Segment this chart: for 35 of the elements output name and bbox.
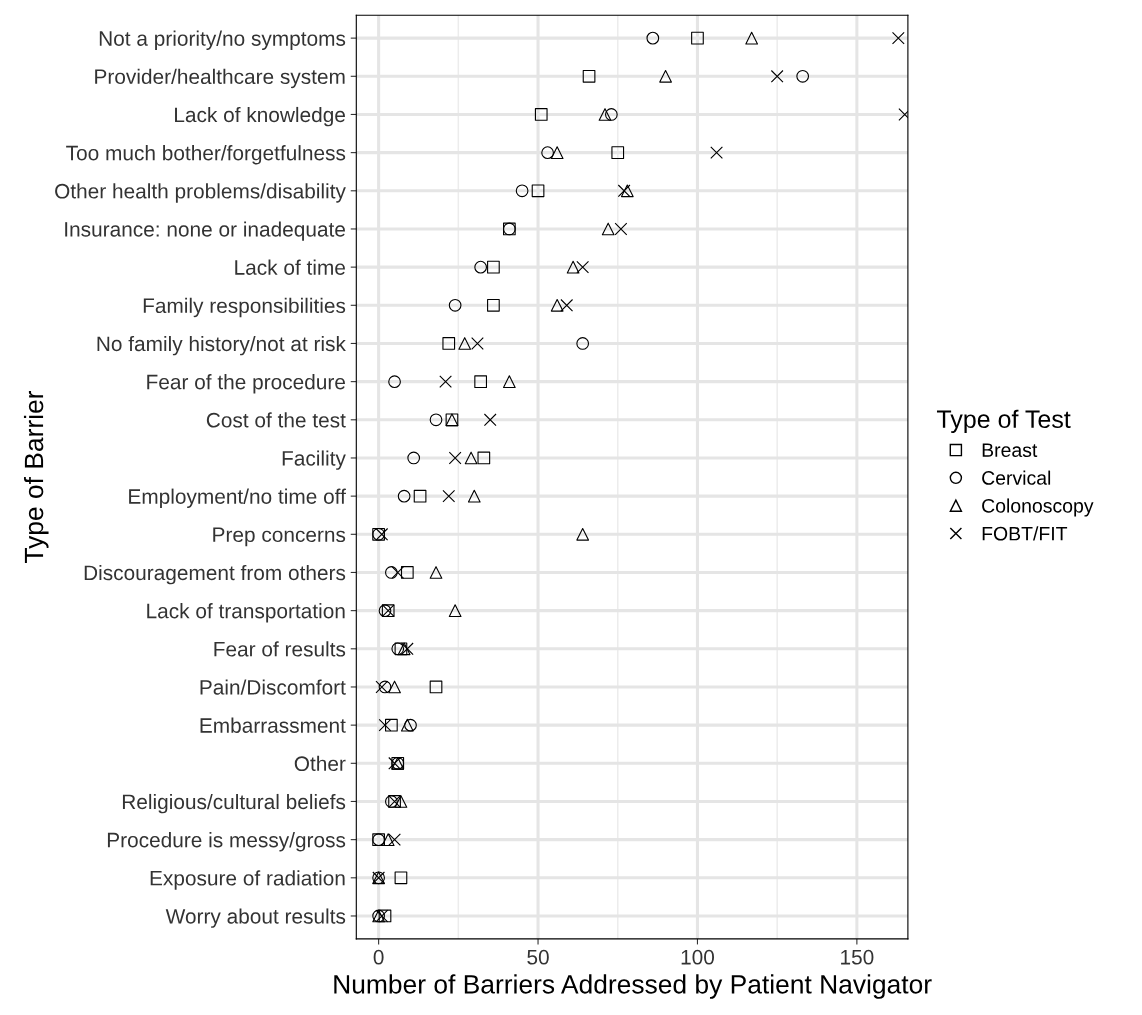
legend-title: Type of Test [936, 409, 1071, 434]
legend-label: Cervical [982, 470, 1051, 485]
legend-label: FOBT/FIT [982, 526, 1068, 541]
y-tick-label: Worry about results [165, 908, 346, 928]
y-tick-label: Other health problems/disability [55, 183, 346, 203]
y-tick-label: Embarrassment [200, 717, 346, 733]
y-tick-label: Discouragement from others [84, 564, 346, 585]
y-axis-title: Type of Barrier [23, 390, 49, 563]
y-tick-label: Too much bother/forgetfulness [66, 145, 346, 165]
y-tick-label: Lack of time [235, 259, 345, 275]
x-tick-label: 50 [527, 949, 549, 965]
y-tick-label: Pain/Discomfort [200, 679, 346, 695]
y-tick-label: Fear of results [214, 641, 346, 657]
y-tick-label: Fear of the procedure [147, 374, 345, 394]
y-tick-label: Insurance: none or inadequate [65, 221, 345, 241]
y-tick-label: Lack of transportation [147, 603, 345, 623]
y-tick-label: Not a priority/no symptoms [99, 30, 346, 50]
y-tick-label: Prep concerns [213, 527, 346, 547]
y-tick-label: Other [294, 755, 346, 772]
y-tick-label: Employment/no time off [129, 488, 346, 509]
y-tick-label: Religious/cultural beliefs [122, 793, 346, 814]
y-tick-label: Procedure is messy/gross [107, 832, 346, 852]
x-tick-label: 0 [373, 949, 384, 965]
y-tick-label: Lack of knowledge [175, 106, 345, 127]
y-tick-label: Cost of the test [206, 412, 346, 428]
legend-label: Colonoscopy [982, 498, 1094, 517]
y-tick-label: Exposure of radiation [150, 870, 345, 890]
y-tick-label: No family history/not at risk [97, 335, 346, 356]
y-tick-label: Facility [282, 450, 346, 470]
x-axis-title: Number of Barriers Addressed by Patient Navigator [334, 974, 932, 999]
x-tick-label: 150 [841, 949, 874, 965]
y-tick-label: Provider/healthcare system [95, 68, 345, 89]
y-tick-label: Family responsibilities [143, 297, 346, 318]
legend-label: Breast [982, 443, 1038, 458]
x-tick-label: 100 [681, 949, 715, 965]
